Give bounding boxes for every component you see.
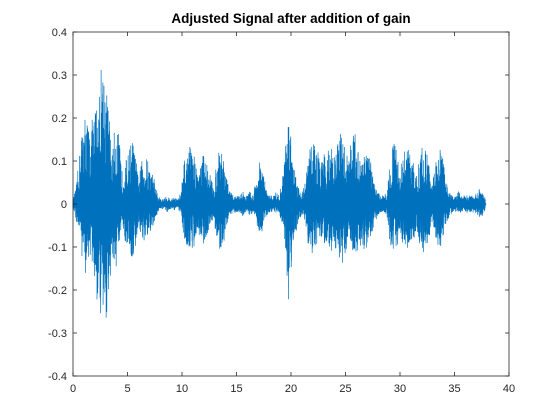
x-tick-label: 40 — [503, 383, 515, 395]
y-tick-label: -0.3 — [48, 328, 67, 340]
x-tick-label: 35 — [448, 383, 460, 395]
x-tick-label: 10 — [176, 383, 188, 395]
x-tick-label: 15 — [230, 383, 242, 395]
x-tick-label: 0 — [70, 383, 76, 395]
y-tick-label: -0.1 — [48, 242, 67, 254]
y-tick-label: -0.2 — [48, 285, 67, 297]
axes-box — [72, 31, 510, 377]
y-tick-label: 0 — [61, 199, 67, 211]
x-tick-label: 20 — [285, 383, 297, 395]
y-axis-ticks: -0.4 -0.3 -0.2 -0.1 0 0.1 0.2 0.3 0.4 — [48, 27, 509, 383]
x-tick-label: 30 — [394, 383, 406, 395]
x-axis-ticks: 0 5 10 15 20 25 30 35 40 — [70, 32, 515, 395]
x-tick-label: 25 — [339, 383, 351, 395]
signal-series — [72, 69, 487, 318]
y-tick-label: -0.4 — [48, 371, 67, 383]
y-tick-label: 0.4 — [52, 27, 67, 39]
x-tick-label: 5 — [124, 383, 130, 395]
y-tick-label: 0.2 — [52, 113, 67, 125]
signal-line — [72, 69, 487, 318]
y-tick-label: 0.3 — [52, 70, 67, 82]
chart-title: Adjusted Signal after addition of gain — [171, 11, 410, 26]
y-tick-label: 0.1 — [52, 156, 67, 168]
